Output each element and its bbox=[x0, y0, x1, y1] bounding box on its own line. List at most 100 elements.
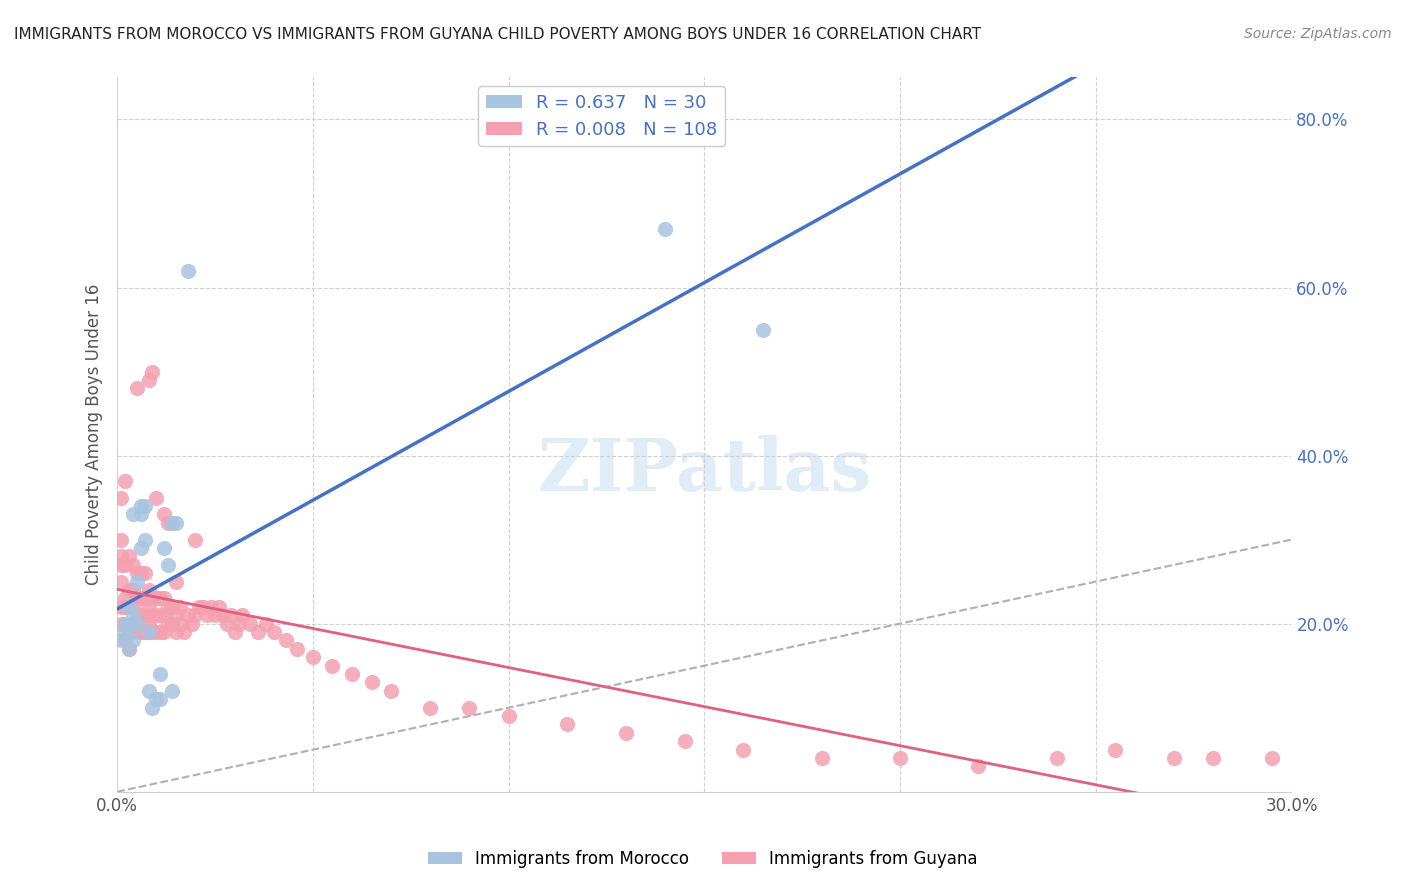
Point bbox=[188, 599, 211, 614]
Point bbox=[889, 751, 911, 765]
Point bbox=[118, 549, 141, 564]
Point bbox=[125, 381, 148, 395]
Point bbox=[219, 608, 242, 623]
Point bbox=[1261, 751, 1284, 765]
Point bbox=[153, 591, 176, 606]
Point bbox=[121, 616, 143, 631]
Point bbox=[149, 591, 172, 606]
Point bbox=[228, 616, 250, 631]
Point bbox=[340, 667, 363, 681]
Point bbox=[673, 734, 696, 748]
Point bbox=[157, 616, 180, 631]
Point bbox=[215, 616, 238, 631]
Point bbox=[160, 516, 183, 530]
Text: ZIPatlas: ZIPatlas bbox=[537, 434, 872, 506]
Point bbox=[153, 625, 176, 640]
Point bbox=[176, 608, 198, 623]
Point bbox=[160, 599, 183, 614]
Point bbox=[195, 608, 218, 623]
Point bbox=[654, 221, 676, 235]
Point bbox=[810, 751, 832, 765]
Point bbox=[110, 549, 132, 564]
Point bbox=[157, 599, 180, 614]
Point bbox=[231, 608, 253, 623]
Point bbox=[157, 558, 180, 572]
Point bbox=[110, 491, 132, 505]
Point bbox=[114, 591, 136, 606]
Point bbox=[145, 491, 167, 505]
Point bbox=[134, 566, 156, 581]
Point bbox=[614, 726, 637, 740]
Point bbox=[141, 700, 163, 714]
Point bbox=[302, 650, 325, 665]
Point bbox=[121, 558, 143, 572]
Point bbox=[165, 516, 187, 530]
Point bbox=[165, 608, 187, 623]
Point bbox=[1202, 751, 1225, 765]
Point bbox=[149, 692, 172, 706]
Point bbox=[733, 742, 755, 756]
Point bbox=[180, 616, 202, 631]
Point bbox=[134, 533, 156, 547]
Point bbox=[184, 608, 207, 623]
Point bbox=[138, 684, 160, 698]
Point bbox=[160, 616, 183, 631]
Point bbox=[157, 516, 180, 530]
Point bbox=[110, 616, 132, 631]
Point bbox=[118, 641, 141, 656]
Point bbox=[752, 322, 775, 336]
Point bbox=[114, 616, 136, 631]
Point bbox=[121, 599, 143, 614]
Point bbox=[134, 625, 156, 640]
Point bbox=[125, 566, 148, 581]
Point bbox=[138, 616, 160, 631]
Text: IMMIGRANTS FROM MOROCCO VS IMMIGRANTS FROM GUYANA CHILD POVERTY AMONG BOYS UNDER: IMMIGRANTS FROM MOROCCO VS IMMIGRANTS FR… bbox=[14, 27, 981, 42]
Point bbox=[1163, 751, 1185, 765]
Point bbox=[204, 608, 226, 623]
Point bbox=[141, 625, 163, 640]
Point bbox=[110, 558, 132, 572]
Text: Source: ZipAtlas.com: Source: ZipAtlas.com bbox=[1244, 27, 1392, 41]
Point bbox=[118, 582, 141, 597]
Point bbox=[110, 533, 132, 547]
Point bbox=[125, 625, 148, 640]
Point bbox=[129, 566, 152, 581]
Point bbox=[141, 608, 163, 623]
Point bbox=[129, 508, 152, 522]
Point bbox=[263, 625, 285, 640]
Point bbox=[141, 591, 163, 606]
Point bbox=[458, 700, 481, 714]
Point bbox=[118, 641, 141, 656]
Point bbox=[114, 625, 136, 640]
Point bbox=[165, 625, 187, 640]
Point bbox=[173, 625, 195, 640]
Point bbox=[121, 633, 143, 648]
Point bbox=[134, 591, 156, 606]
Point bbox=[153, 541, 176, 555]
Point bbox=[254, 616, 277, 631]
Point bbox=[118, 625, 141, 640]
Point bbox=[125, 616, 148, 631]
Point bbox=[138, 373, 160, 387]
Point bbox=[110, 599, 132, 614]
Point bbox=[121, 582, 143, 597]
Point bbox=[193, 599, 215, 614]
Point bbox=[138, 582, 160, 597]
Point bbox=[153, 508, 176, 522]
Point bbox=[110, 633, 132, 648]
Point bbox=[125, 574, 148, 589]
Point bbox=[145, 608, 167, 623]
Point bbox=[114, 616, 136, 631]
Point bbox=[274, 633, 297, 648]
Point bbox=[224, 625, 246, 640]
Point bbox=[1104, 742, 1126, 756]
Point bbox=[169, 616, 191, 631]
Point bbox=[118, 599, 141, 614]
Point bbox=[153, 608, 176, 623]
Y-axis label: Child Poverty Among Boys Under 16: Child Poverty Among Boys Under 16 bbox=[86, 284, 103, 585]
Point bbox=[118, 599, 141, 614]
Point bbox=[129, 591, 152, 606]
Point bbox=[285, 641, 308, 656]
Point bbox=[208, 599, 231, 614]
Point bbox=[121, 608, 143, 623]
